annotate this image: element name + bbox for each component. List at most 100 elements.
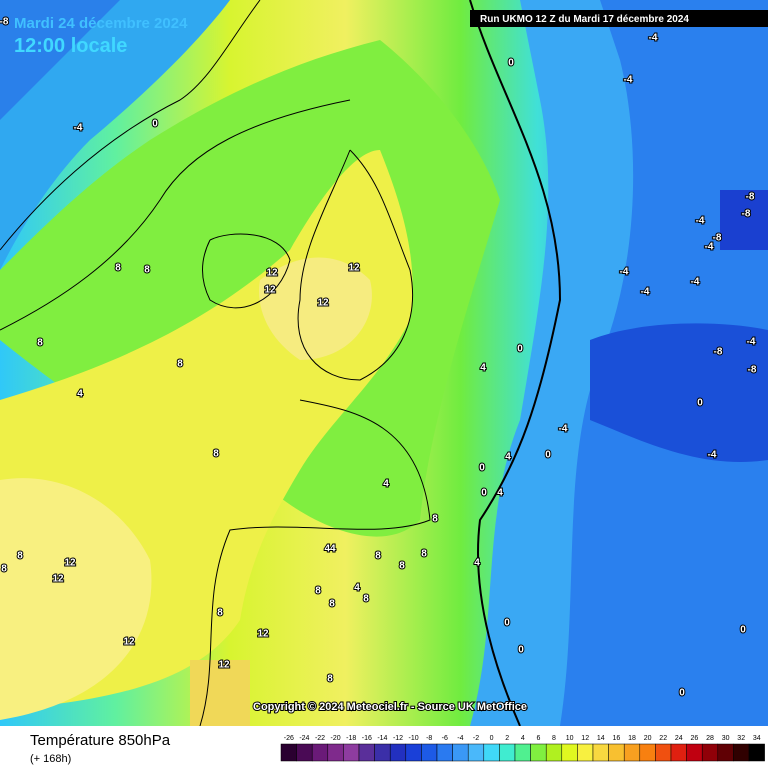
scale-swatch: [374, 743, 391, 762]
contour-label: 12: [52, 574, 64, 585]
contour-label: -4: [620, 267, 629, 278]
contour-label: 8: [399, 561, 405, 572]
scale-label: -20: [331, 735, 341, 742]
scale-label: 2: [505, 735, 509, 742]
contour-label: -4: [74, 123, 83, 134]
contour-label: 8: [37, 338, 43, 349]
color-scale: -26 -24 -22 -20 -18 -16 -14 -12 -10 -8 -6 -4 -2 0 2 4 6 8…: [280, 735, 765, 762]
warm-patch: [190, 660, 250, 726]
contour-label: -4: [747, 337, 756, 348]
scale-label: 6: [536, 735, 540, 742]
scale-swatch: [358, 743, 375, 762]
scale-swatch: [577, 743, 594, 762]
scale-label: 10: [566, 735, 574, 742]
contour-label: 0: [508, 58, 514, 69]
scale-label: 22: [659, 735, 667, 742]
scale-swatch: [608, 743, 625, 762]
contour-label: -4: [559, 424, 568, 435]
scale-swatch: [639, 743, 656, 762]
coastline: [202, 233, 291, 309]
contour-label: -8: [742, 209, 751, 220]
coastline: [469, 0, 562, 727]
contour-label: 8: [432, 514, 438, 525]
contour-label: -4: [691, 277, 700, 288]
contour-label: -4: [624, 75, 633, 86]
contour-label: 12: [264, 285, 276, 296]
scale-swatch: [530, 743, 547, 762]
contour-label: 12: [317, 298, 329, 309]
warm-core: [259, 257, 372, 360]
contour-label: -8: [713, 233, 722, 244]
contour-label: 12: [64, 558, 76, 569]
scale-label: -26: [284, 735, 294, 742]
contour-label: 12: [218, 660, 230, 671]
scale-swatch: [483, 743, 500, 762]
scale-label: -12: [393, 735, 403, 742]
contour-label: -4: [696, 216, 705, 227]
scale-swatch: [733, 743, 750, 762]
contour-label: 0: [518, 645, 524, 656]
cold-zone-west: [0, 0, 230, 270]
contour-label: -4: [641, 287, 650, 298]
contour-label: 8: [329, 599, 335, 610]
contour-label: 0: [504, 618, 510, 629]
scale-swatch: [421, 743, 438, 762]
contour-label: 0: [740, 625, 746, 636]
scale-swatch: [623, 743, 641, 762]
contour-label: 4: [354, 583, 360, 594]
scale-swatch: [514, 743, 531, 762]
contour-label: 4: [383, 479, 389, 490]
scale-label: -18: [346, 735, 356, 742]
contour-label: 12: [348, 263, 360, 274]
scale-label: 8: [552, 735, 556, 742]
contour-label: 8: [1, 564, 7, 575]
scale-label: 26: [691, 735, 699, 742]
scale-label: 12: [581, 735, 589, 742]
scale-swatch: [499, 743, 516, 762]
scale-swatch: [389, 743, 407, 762]
contour-label: -4: [649, 33, 658, 44]
coastline: [297, 149, 414, 381]
scale-swatch: [701, 743, 719, 762]
field-title: Température 850hPa: [30, 732, 171, 749]
scale-swatch: [405, 743, 422, 762]
scale-swatch: [748, 743, 765, 762]
contour-label: 8: [375, 551, 381, 562]
scale-label: 18: [628, 735, 636, 742]
scale-swatch: [561, 743, 578, 762]
isotherm: [0, 0, 261, 251]
scale-swatch: [296, 743, 313, 762]
scale-swatch: [670, 743, 687, 762]
contour-label: 12: [123, 637, 135, 648]
forecast-time: 12:00 locale: [14, 35, 127, 57]
scale-label: -24: [299, 735, 309, 742]
scale-label: 34: [753, 735, 761, 742]
contour-label: 12: [266, 268, 278, 279]
scale-label: 0: [490, 735, 494, 742]
isotherm: [0, 99, 351, 331]
contour-label: 0: [517, 344, 523, 355]
contour-label: 8: [17, 551, 23, 562]
contour-label: -8: [714, 347, 723, 358]
contour-label: 8: [213, 449, 219, 460]
scale-label: -14: [377, 735, 387, 742]
scale-swatch: [311, 743, 329, 762]
scale-swatch: [655, 743, 672, 762]
scale-label: -10: [409, 735, 419, 742]
contour-label: 0: [679, 688, 685, 699]
scale-label: 4: [521, 735, 525, 742]
scale-label: 14: [597, 735, 605, 742]
scale-label: 28: [706, 735, 714, 742]
contour-label: 8: [177, 359, 183, 370]
scale-label: -4: [457, 735, 463, 742]
cold-core: [590, 323, 768, 462]
scale-label: 32: [737, 735, 745, 742]
contour-label: 8: [115, 263, 121, 274]
scale-swatch: [686, 743, 703, 762]
contour-label: 0: [697, 398, 703, 409]
scale-label: -6: [442, 735, 448, 742]
contour-label: 0: [481, 488, 487, 499]
copyright: Copyright © 2024 Meteociel.fr - Source U…: [253, 701, 527, 713]
